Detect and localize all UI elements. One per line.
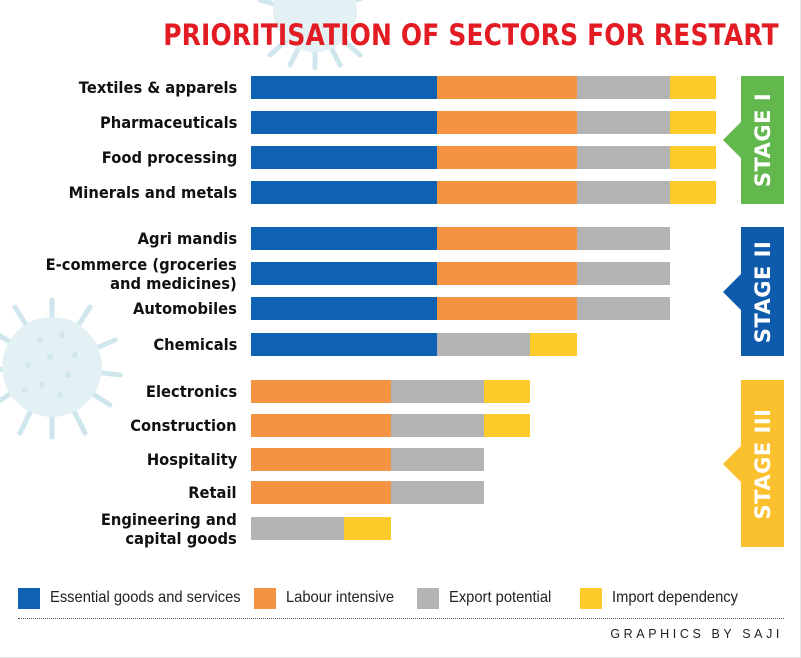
stage-marker: STAGE III (723, 380, 784, 547)
bar-segment-essential-goods-and-services (251, 111, 437, 134)
category-label-line: E-commerce (groceries (45, 254, 237, 274)
legend-label-import: Import dependency (612, 589, 739, 606)
virus-decoration-left-icon (0, 297, 123, 440)
category-label: Electronics (146, 382, 237, 401)
legend-item-essential: Essential goods and services (18, 586, 257, 610)
stage-label: STAGE II (750, 240, 775, 343)
legend: Essential goods and services Labour inte… (0, 586, 801, 610)
category-label: Chemicals (153, 335, 237, 354)
stage-marker: STAGE I (723, 76, 784, 204)
category-label: Automobiles (133, 299, 237, 318)
bar-segment-import-dependency (669, 146, 716, 169)
bar-segment-essential-goods-and-services (251, 297, 437, 320)
legend-swatch-export (417, 587, 439, 609)
bar-segment-export-potential (390, 448, 484, 471)
bar-segment-labour-intensive (437, 181, 577, 204)
bar-segment-labour-intensive (437, 146, 577, 169)
bar-segment-labour-intensive (251, 448, 391, 471)
bar-segment-import-dependency (344, 517, 391, 540)
bar-segment-labour-intensive (251, 414, 391, 437)
bar-segment-labour-intensive (251, 481, 391, 504)
category-label: Agri mandis (138, 229, 237, 248)
category-label-line: Agri mandis (137, 229, 237, 248)
category-label: Food processing (101, 148, 237, 167)
bar-segment-labour-intensive (437, 227, 577, 250)
category-label-line: Hospitality (146, 450, 237, 469)
category-label: Pharmaceuticals (100, 113, 237, 132)
bar-segment-export-potential (576, 227, 670, 250)
category-label: E-commerce (groceries and medicines) (46, 255, 237, 293)
bar-segment-import-dependency (483, 414, 530, 437)
bar-segment-export-potential (576, 76, 670, 99)
bar-segment-essential-goods-and-services (251, 76, 437, 99)
legend-label-labour: Labour intensive (286, 589, 395, 606)
stage-label: STAGE I (750, 92, 775, 188)
legend-item-export: Export potential (417, 586, 560, 610)
bar-segment-labour-intensive (437, 297, 577, 320)
bar-segment-labour-intensive (437, 111, 577, 134)
bar-segment-import-dependency (483, 380, 530, 403)
bar-segment-export-potential (437, 333, 530, 356)
bar-segment-import-dependency (669, 111, 716, 134)
category-label: Hospitality (147, 450, 237, 469)
graphics-credit: GRAPHICS BY SAJI (610, 627, 783, 641)
legend-item-import: Import dependency (580, 586, 749, 610)
bar-segment-export-potential (576, 111, 670, 134)
category-label: Textiles & apparels (78, 78, 237, 97)
category-label-line: Retail (188, 483, 237, 502)
legend-item-labour: Labour intensive (254, 586, 403, 610)
category-label-line: and medicines) (110, 273, 237, 293)
stage-label: STAGE III (750, 408, 775, 519)
category-label-line: Engineering and (101, 509, 237, 529)
bar-segment-import-dependency (530, 333, 577, 356)
category-label-line: Electronics (145, 382, 237, 401)
virus-decoration-top-icon (257, 0, 364, 70)
bar-segment-essential-goods-and-services (251, 146, 437, 169)
category-label-line: Textiles & apparels (78, 78, 237, 97)
chart-title: PRIORITISATION OF SECTORS FOR RESTART (163, 18, 779, 52)
bar-segment-export-potential (576, 262, 670, 285)
category-label: Retail (189, 483, 237, 502)
category-label: Construction (131, 416, 237, 435)
bar-segment-labour-intensive (437, 76, 577, 99)
legend-swatch-essential (18, 587, 40, 609)
bar-segment-import-dependency (669, 76, 716, 99)
bar-segment-export-potential (576, 146, 670, 169)
category-label-line: Construction (130, 416, 237, 435)
bar-segment-export-potential (576, 181, 670, 204)
bar-segment-export-potential (390, 481, 484, 504)
bar-segment-essential-goods-and-services (251, 333, 437, 356)
bar-segment-export-potential (390, 380, 484, 403)
bar-segment-export-potential (251, 517, 344, 540)
bar-segment-export-potential (390, 414, 484, 437)
stage-marker: STAGE II (723, 227, 784, 356)
bar-segment-labour-intensive (437, 262, 577, 285)
legend-swatch-import (580, 587, 602, 609)
bar-segment-export-potential (576, 297, 670, 320)
stage-pointer-icon (723, 122, 741, 158)
category-label-line: Pharmaceuticals (99, 113, 237, 132)
legend-label-export: Export potential (449, 589, 552, 606)
category-label-line: Minerals and metals (68, 183, 237, 202)
stage-pointer-icon (723, 273, 741, 310)
category-label: Minerals and metals (69, 183, 237, 202)
footer-divider (18, 618, 784, 619)
stage-pointer-icon (723, 445, 741, 482)
category-label-line: Automobiles (133, 299, 237, 318)
bar-segment-import-dependency (669, 181, 716, 204)
category-label-line: Chemicals (152, 335, 237, 354)
category-label: Engineering and capital goods (101, 510, 237, 548)
bar-segment-essential-goods-and-services (251, 227, 437, 250)
bar-segment-essential-goods-and-services (251, 181, 437, 204)
bar-segment-essential-goods-and-services (251, 262, 437, 285)
legend-label-essential: Essential goods and services (50, 589, 241, 606)
category-label-line: capital goods (125, 528, 237, 548)
legend-swatch-labour (254, 587, 276, 609)
category-label-line: Food processing (101, 148, 237, 167)
bar-segment-labour-intensive (251, 380, 391, 403)
